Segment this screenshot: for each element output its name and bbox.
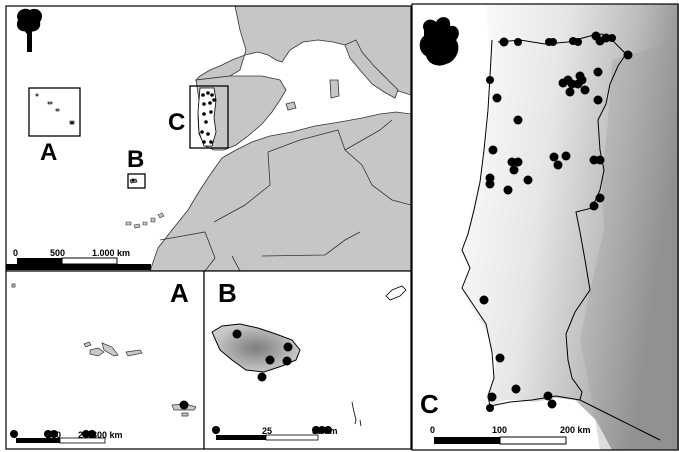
azores-panel: A 0 100 200 300 km [5, 270, 205, 450]
madeira-scale-tick-0: 0 [213, 426, 218, 436]
portugal-scale-tick-0: 0 [430, 425, 435, 435]
madeira-scale-bar: 0 25 50 km [212, 426, 338, 441]
label-a: A [170, 278, 189, 308]
desertas [351, 401, 362, 427]
africa-land [149, 111, 411, 271]
overview-scale-tick-0: 0 [13, 248, 18, 258]
portugal-scale-bar: 0 100 200 km [430, 425, 591, 445]
madeira-scale-tick-25: 25 [262, 426, 272, 436]
canary-islands [125, 212, 165, 229]
azores-scale-bar: 0 100 200 300 km [10, 430, 123, 444]
inset-box-a [28, 87, 81, 137]
madeira-panel: B 0 25 50 km [203, 270, 412, 450]
azores-scale-tick-100: 100 [46, 430, 61, 440]
portugal-coastline [461, 39, 661, 441]
inset-box-c [189, 85, 229, 149]
spain-tint [580, 40, 679, 450]
portugal-scale-tick-100: 100 [492, 425, 507, 435]
azores-points [179, 400, 189, 410]
porto-santo [385, 285, 407, 301]
tree-icon [16, 8, 43, 52]
azores-small [35, 93, 75, 125]
portugal-scale-tick-200: 200 km [560, 425, 591, 435]
sardinia [329, 79, 340, 99]
africa-borders [159, 119, 411, 271]
label-b-overview: B [127, 146, 144, 173]
overview-panel [6, 6, 411, 271]
animal-silhouette-icon [419, 17, 459, 66]
balearic [285, 101, 297, 111]
iberia-relief [462, 4, 679, 450]
madeira-scale-tick-50: 50 km [312, 426, 338, 436]
inset-box-b [127, 173, 146, 189]
label-c: C [420, 389, 439, 419]
portugal-frame [411, 3, 679, 451]
overview-scale-tick-500: 500 [50, 248, 65, 258]
overview-scale-tick-1000: 1.000 km [92, 248, 130, 258]
portugal-panel: C 0 100 200 km [412, 4, 679, 450]
azores-scale-tick-0: 0 [12, 430, 17, 440]
label-a-overview: A [40, 139, 57, 166]
portugal-outline [197, 87, 217, 147]
madeira-points [232, 329, 293, 382]
overview-scale-bar: 0 500 1.000 km [6, 248, 151, 270]
overview-points [70, 91, 216, 182]
label-c-overview: C [168, 109, 185, 136]
azores-islands [11, 283, 197, 417]
azores-scale-tick-300: 300 km [92, 430, 123, 440]
label-b: B [218, 278, 237, 308]
portugal-points [479, 31, 633, 412]
azores-scale-tick-200: 200 [78, 430, 93, 440]
italy-land [344, 39, 399, 99]
